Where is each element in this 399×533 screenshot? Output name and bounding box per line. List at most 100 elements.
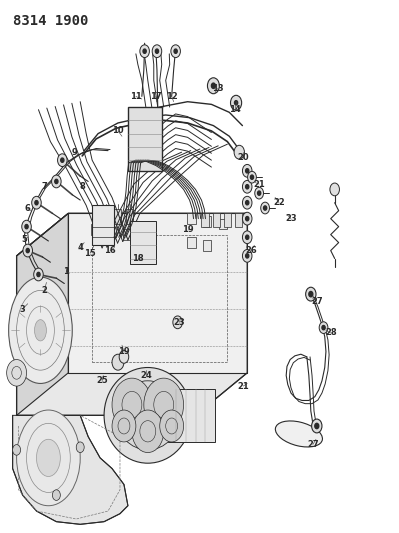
Circle shape [207,78,219,94]
Text: 5: 5 [22,236,28,245]
Bar [213,213,220,227]
Circle shape [306,287,316,301]
Circle shape [235,101,238,105]
Circle shape [211,83,215,88]
Circle shape [246,235,249,239]
Circle shape [255,187,263,199]
Circle shape [144,378,184,431]
Text: 21: 21 [253,180,265,189]
Polygon shape [13,415,128,524]
Circle shape [174,49,177,53]
Circle shape [263,206,267,210]
Circle shape [234,146,245,159]
Bar [187,213,196,224]
Bar [201,213,209,227]
Bar [224,213,231,227]
Text: 17: 17 [150,92,162,101]
Text: 12: 12 [166,92,178,101]
Circle shape [140,45,149,58]
Circle shape [155,49,158,53]
Text: 21: 21 [237,382,249,391]
Circle shape [257,191,261,195]
Circle shape [55,179,58,183]
Text: 18: 18 [132,254,144,263]
Text: 22: 22 [273,198,285,207]
Circle shape [315,423,319,429]
Text: 8: 8 [79,182,85,191]
Circle shape [26,248,29,253]
Bar [91,224,100,235]
Circle shape [243,165,252,177]
Circle shape [51,175,61,188]
Circle shape [143,49,146,53]
Circle shape [13,445,21,455]
Text: 20: 20 [237,153,249,162]
Ellipse shape [36,439,60,477]
Circle shape [7,360,27,386]
Polygon shape [17,213,68,415]
Text: 2: 2 [41,286,47,295]
Text: 10: 10 [112,126,124,135]
Text: 15: 15 [84,249,96,258]
Circle shape [330,183,340,196]
Bar [114,209,121,224]
Ellipse shape [9,277,72,383]
Circle shape [23,244,32,257]
Text: 1: 1 [63,268,69,276]
Text: 13: 13 [211,84,223,93]
Circle shape [76,442,84,453]
Polygon shape [17,213,247,415]
Circle shape [35,200,38,205]
Circle shape [61,158,64,163]
Text: 7: 7 [41,182,47,191]
Text: 27: 27 [311,296,323,305]
Bar [203,240,211,251]
Ellipse shape [275,421,322,447]
Circle shape [243,249,252,262]
Circle shape [152,45,162,58]
Circle shape [231,95,242,110]
Circle shape [246,254,249,258]
Circle shape [246,200,249,205]
Ellipse shape [17,410,80,506]
Circle shape [34,268,43,281]
Circle shape [243,180,252,193]
Circle shape [112,354,124,370]
Text: 28: 28 [325,328,336,337]
Text: 19: 19 [182,225,194,234]
Circle shape [243,196,252,209]
Circle shape [119,351,129,364]
Bar [128,107,162,171]
Bar [126,209,133,224]
Text: 26: 26 [245,246,257,255]
Bar [123,229,132,240]
Circle shape [246,184,249,189]
Bar [168,389,215,442]
Circle shape [160,410,184,442]
Circle shape [312,419,322,433]
Bar [107,227,116,237]
Circle shape [112,410,136,442]
Circle shape [309,292,313,297]
Text: 16: 16 [104,246,116,255]
Text: 14: 14 [229,105,241,114]
Circle shape [52,490,60,500]
Text: 23: 23 [174,318,186,327]
Bar [102,209,109,224]
Circle shape [319,322,328,334]
Circle shape [248,171,257,183]
Text: 25: 25 [96,376,108,385]
Circle shape [243,231,252,244]
Bar [203,216,211,227]
Circle shape [57,154,67,166]
Ellipse shape [116,381,180,450]
Text: 6: 6 [25,204,31,213]
Circle shape [32,196,41,209]
Circle shape [246,216,249,221]
Bar [130,221,156,264]
Circle shape [112,378,152,431]
Text: 24: 24 [140,371,152,380]
Polygon shape [68,213,247,373]
Bar [187,237,196,248]
Circle shape [132,410,164,453]
